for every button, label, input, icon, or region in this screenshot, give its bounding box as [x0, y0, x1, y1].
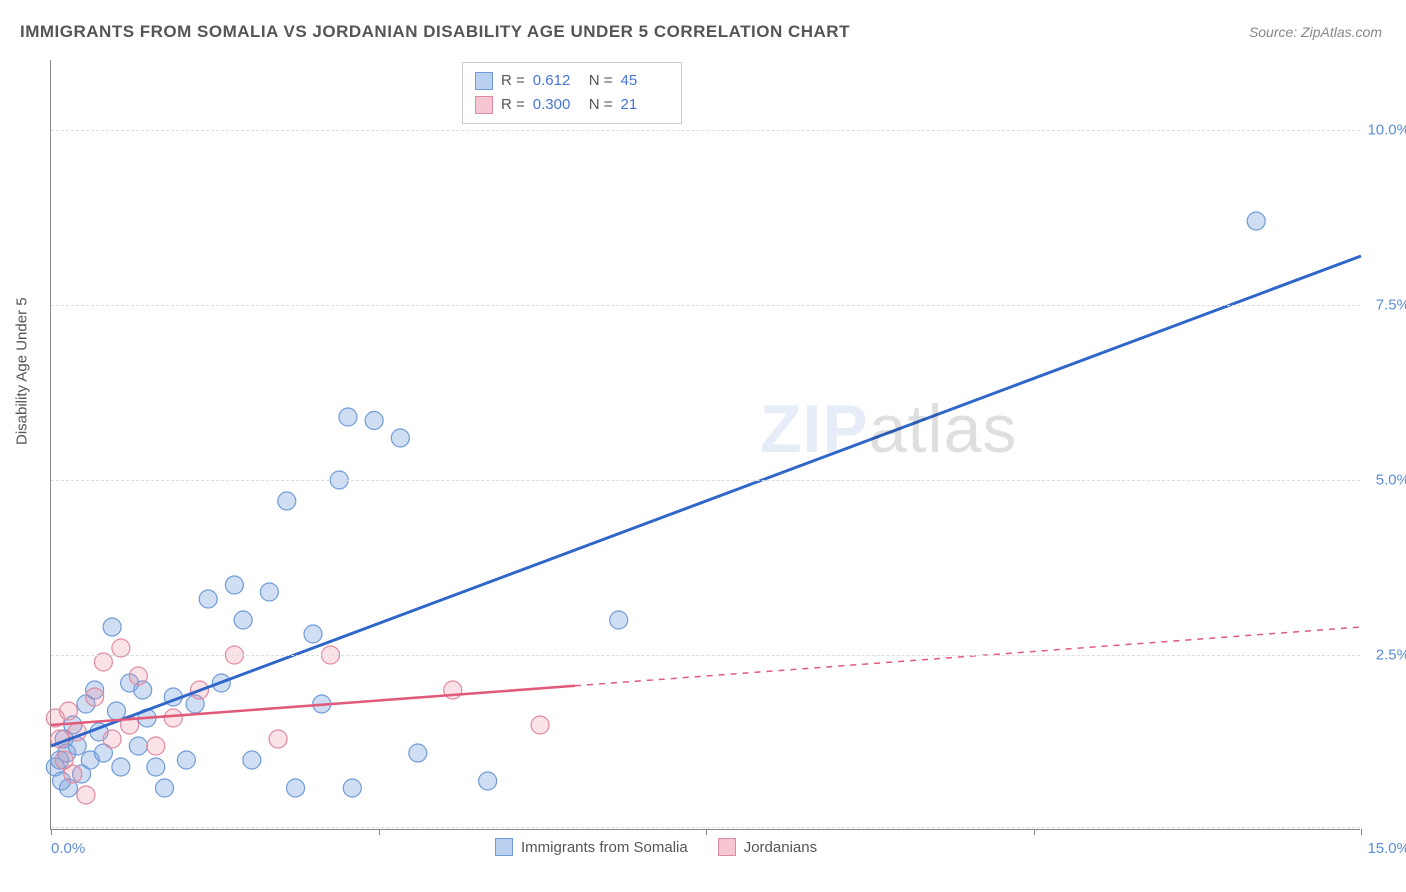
data-point [103, 730, 121, 748]
legend-series-item: Jordanians [718, 838, 817, 856]
legend-r-label: R = [501, 69, 525, 93]
data-point [234, 611, 252, 629]
gridline [51, 305, 1360, 306]
legend-n-value: 21 [621, 93, 669, 117]
legend-correlation: R = 0.612 N = 45 R = 0.300 N = 21 [462, 62, 682, 124]
data-point [343, 779, 361, 797]
trend-line [51, 256, 1361, 746]
data-point [77, 786, 95, 804]
x-tick [379, 829, 380, 835]
data-point [112, 758, 130, 776]
trend-line-dashed [575, 627, 1361, 686]
data-point [156, 779, 174, 797]
y-tick-label: 5.0% [1376, 472, 1406, 489]
data-point [278, 492, 296, 510]
x-tick [1034, 829, 1035, 835]
data-point [409, 744, 427, 762]
data-point [177, 751, 195, 769]
y-tick-label: 7.5% [1376, 297, 1406, 314]
data-point [243, 751, 261, 769]
legend-r-label: R = [501, 93, 525, 117]
data-point [103, 618, 121, 636]
y-axis-title: Disability Age Under 5 [14, 297, 31, 445]
legend-correlation-row: R = 0.300 N = 21 [475, 93, 669, 117]
legend-r-value: 0.300 [533, 93, 581, 117]
data-point [365, 412, 383, 430]
x-tick [51, 829, 52, 835]
x-tick [1361, 829, 1362, 835]
legend-correlation-row: R = 0.612 N = 45 [475, 69, 669, 93]
data-point [199, 590, 217, 608]
data-point [64, 765, 82, 783]
data-point [59, 702, 77, 720]
data-point [260, 583, 278, 601]
legend-swatch [718, 838, 736, 856]
data-point [129, 667, 147, 685]
data-point [86, 688, 104, 706]
legend-swatch [495, 838, 513, 856]
legend-n-label: N = [589, 93, 613, 117]
data-point [1247, 212, 1265, 230]
data-point [391, 429, 409, 447]
legend-series: Immigrants from Somalia Jordanians [495, 838, 817, 856]
chart-title: IMMIGRANTS FROM SOMALIA VS JORDANIAN DIS… [20, 22, 850, 42]
chart-svg [51, 60, 1360, 829]
data-point [129, 737, 147, 755]
legend-n-label: N = [589, 69, 613, 93]
data-point [479, 772, 497, 790]
y-tick-label: 10.0% [1367, 122, 1406, 139]
legend-swatch [475, 72, 493, 90]
gridline [51, 480, 1360, 481]
legend-swatch [475, 96, 493, 114]
legend-series-label: Immigrants from Somalia [521, 839, 688, 856]
source-attribution: Source: ZipAtlas.com [1249, 24, 1382, 40]
data-point [610, 611, 628, 629]
gridline [51, 655, 1360, 656]
y-tick-label: 2.5% [1376, 647, 1406, 664]
legend-n-value: 45 [621, 69, 669, 93]
data-point [531, 716, 549, 734]
data-point [108, 702, 126, 720]
data-point [225, 576, 243, 594]
x-tick-label: 15.0% [1367, 840, 1406, 857]
x-tick [706, 829, 707, 835]
data-point [339, 408, 357, 426]
data-point [147, 758, 165, 776]
legend-r-value: 0.612 [533, 69, 581, 93]
legend-series-item: Immigrants from Somalia [495, 838, 688, 856]
gridline [51, 130, 1360, 131]
gridline [51, 827, 1360, 828]
data-point [147, 737, 165, 755]
legend-series-label: Jordanians [744, 839, 817, 856]
data-point [164, 709, 182, 727]
data-point [304, 625, 322, 643]
x-tick-label: 0.0% [51, 840, 85, 857]
plot-area: 2.5%5.0%7.5%10.0%0.0%15.0% [50, 60, 1360, 830]
data-point [269, 730, 287, 748]
data-point [287, 779, 305, 797]
